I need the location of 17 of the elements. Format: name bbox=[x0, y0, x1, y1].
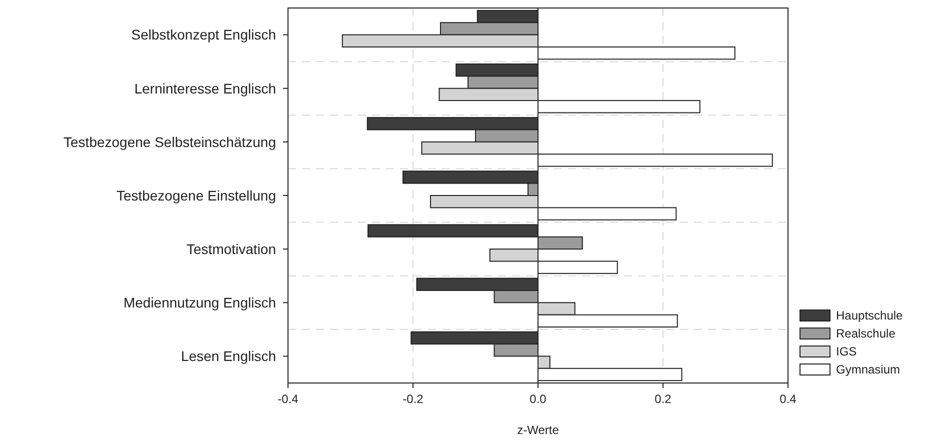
legend-label: Realschule bbox=[836, 326, 896, 341]
y-tick-label: Testbezogene Selbsteinschätzung bbox=[64, 134, 276, 150]
legend-label: Hauptschule bbox=[836, 308, 904, 323]
x-tick-label: -0.2 bbox=[402, 392, 424, 406]
y-tick-label: Lerninteresse Englisch bbox=[134, 80, 276, 96]
x-tick-label: 0.2 bbox=[654, 392, 672, 406]
legend-label: IGS bbox=[836, 344, 857, 359]
x-axis-title: z-Werte bbox=[517, 423, 560, 437]
y-tick-label: Testbezogene Einstellung bbox=[116, 187, 276, 204]
y-tick-label: Selbstkonzept Englisch bbox=[131, 26, 276, 43]
legend-label: Gymnasium bbox=[836, 362, 900, 377]
x-tick-label: 0.4 bbox=[780, 392, 797, 406]
y-tick-label: Mediennutzung Englisch bbox=[123, 294, 276, 311]
y-tick-label: Testmotivation bbox=[186, 240, 276, 257]
y-tick-label: Lesen Englisch bbox=[181, 348, 276, 364]
x-tick-label: -0.4 bbox=[278, 392, 299, 406]
x-tick-label: 0.0 bbox=[530, 392, 547, 406]
